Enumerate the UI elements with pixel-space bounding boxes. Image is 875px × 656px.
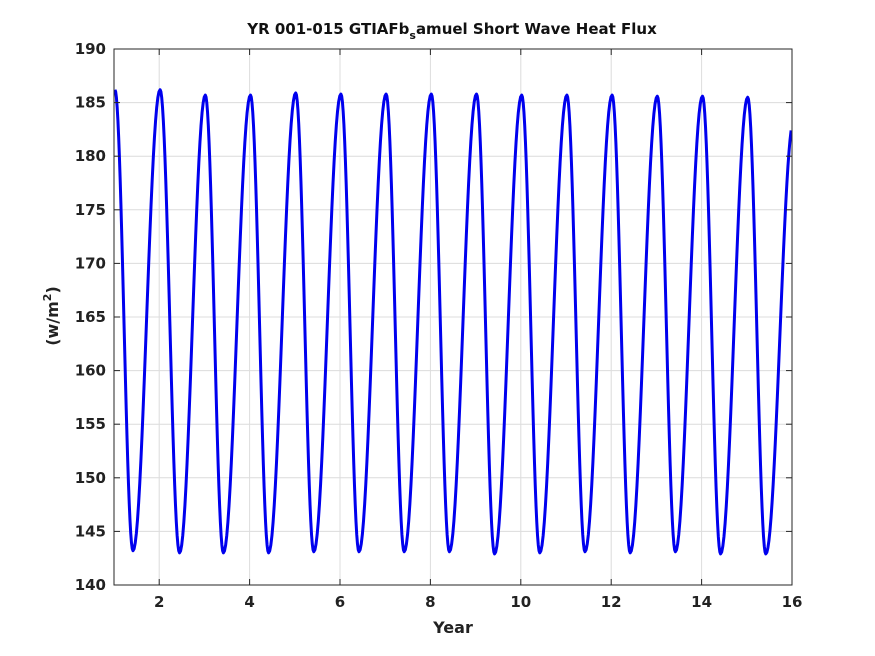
y-tick-label: 165 xyxy=(75,308,106,326)
grid xyxy=(114,48,793,586)
x-tick-label: 14 xyxy=(691,593,712,611)
x-tick-label: 10 xyxy=(510,593,531,611)
y-tick-label: 150 xyxy=(75,469,106,487)
x-tick-label: 2 xyxy=(154,593,164,611)
x-tick-label: 4 xyxy=(244,593,254,611)
y-tick-label: 190 xyxy=(75,40,106,58)
y-tick-label: 180 xyxy=(75,147,106,165)
series-line xyxy=(113,88,793,556)
ticks: 2 4 6 8 10 12 14 16 140 145 150 155 160 165 170 175 180 1… xyxy=(75,40,803,611)
y-tick-label: 155 xyxy=(75,415,106,433)
y-tick-label: 185 xyxy=(75,94,106,112)
x-tick-label: 6 xyxy=(335,593,345,611)
x-axis-label: Year xyxy=(432,618,473,637)
chart-title: YR 001-015 GTIAFbsamuel Short Wave Heat … xyxy=(246,20,657,42)
y-tick-label: 140 xyxy=(75,576,106,594)
series-layer xyxy=(113,88,793,556)
x-tick-label: 12 xyxy=(601,593,622,611)
y-tick-label: 145 xyxy=(75,522,106,540)
x-tick-label: 8 xyxy=(425,593,435,611)
x-tick-label: 16 xyxy=(782,593,803,611)
y-tick-label: 170 xyxy=(75,254,106,272)
y-axis-label: (w/m2) xyxy=(41,286,62,346)
y-tick-label: 175 xyxy=(75,201,106,219)
y-tick-label: 160 xyxy=(75,362,106,380)
